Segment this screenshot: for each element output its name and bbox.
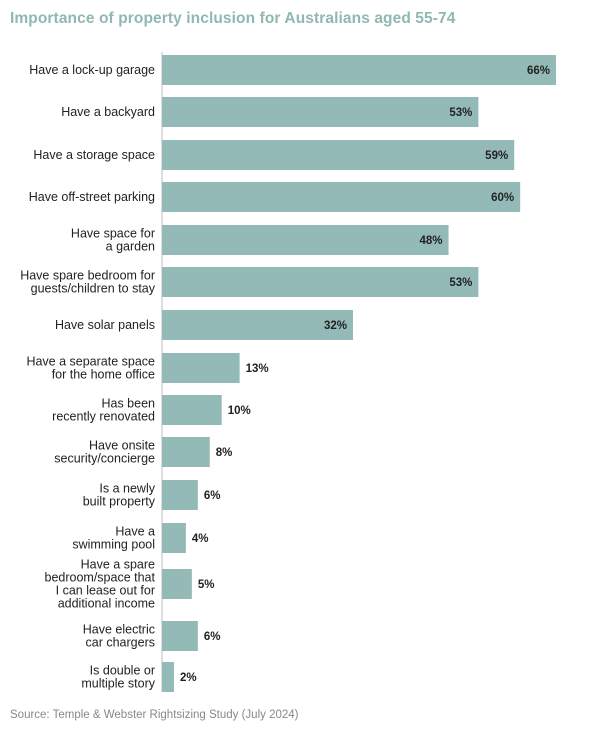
category-label-line: Has been [101,397,155,411]
value-label-6: 53% [449,277,472,289]
category-label-line: I can lease out for [56,584,155,598]
category-label-15: Is double or multiple story [81,664,155,691]
category-label-line: security/concierge [54,452,155,466]
category-label-line: Have off-street parking [29,190,155,204]
value-label-9: 10% [228,405,251,417]
bar-10 [162,437,210,467]
bar-14 [162,621,198,651]
bar-12 [162,523,186,553]
category-label-line: Have a backyard [61,105,155,119]
value-labels-group: 66% 53% 59% 60% 48% 53% 32% 13% 10% 8% 6% 4% 5% 6% 2% [180,65,550,684]
category-label-line: recently renovated [52,410,155,424]
bar-13 [162,569,192,599]
category-label-line: Is a newly [99,482,155,496]
category-label-line: Have solar panels [55,318,155,332]
bar-chart: Have a lock-up garage Have a backyard Have… [20,52,556,692]
category-label-line: Have spare bedroom for [20,269,155,283]
category-label-3: Have a storage space [33,148,155,162]
category-label-line: Have a [115,525,155,539]
category-label-14: Have electric car chargers [83,623,155,650]
category-label-8: Have a separate space for the home office [26,355,155,382]
category-label-line: guests/children to stay [31,282,156,296]
category-label-1: Have a lock-up garage [29,63,155,77]
category-label-line: car chargers [86,636,155,650]
bar-4 [162,182,521,212]
bar-3 [162,140,515,170]
category-label-line: Have a separate space [26,355,155,369]
value-label-11: 6% [204,490,221,502]
category-label-10: Have onsite security/concierge [54,439,155,466]
category-label-2: Have a backyard [61,105,155,119]
value-label-1: 66% [527,65,550,77]
category-label-line: multiple story [81,677,155,691]
value-label-8: 13% [246,363,269,375]
value-label-13: 5% [198,579,215,591]
category-label-line: Have electric [83,623,155,637]
bars-group [162,55,556,692]
bar-6 [162,267,479,297]
value-label-15: 2% [180,672,197,684]
value-label-10: 8% [216,447,233,459]
chart-title: Importance of property inclusion for Aus… [10,10,456,27]
bar-1 [162,55,556,85]
category-label-line: a garden [106,240,155,254]
category-label-line: Have a spare [81,558,155,572]
value-label-5: 48% [420,235,443,247]
bar-15 [162,662,174,692]
bar-11 [162,480,198,510]
value-label-4: 60% [491,192,514,204]
value-label-12: 4% [192,533,209,545]
category-label-line: additional income [58,597,155,611]
category-label-line: built property [83,495,156,509]
bar-8 [162,353,240,383]
bar-2 [162,97,479,127]
category-label-9: Has been recently renovated [52,397,155,424]
value-label-7: 32% [324,320,347,332]
bar-9 [162,395,222,425]
value-label-14: 6% [204,631,221,643]
category-label-12: Have a swimming pool [72,525,155,552]
category-label-4: Have off-street parking [29,190,155,204]
category-label-6: Have spare bedroom for guests/children to… [20,269,156,296]
category-label-line: Have a lock-up garage [29,63,155,77]
category-label-13: Have a spare bedroom/space that I can leas… [45,558,156,611]
category-label-line: Have onsite [89,439,155,453]
source-note: Source: Temple & Webster Rightsizing Stu… [10,709,299,721]
category-label-line: Is double or [90,664,155,678]
value-label-2: 53% [449,107,472,119]
category-label-line: Have space for [71,227,155,241]
bar-5 [162,225,449,255]
category-label-line: swimming pool [72,538,155,552]
category-label-line: bedroom/space that [45,571,156,585]
category-label-line: for the home office [52,368,155,382]
category-label-11: Is a newly built property [83,482,156,509]
category-label-7: Have solar panels [55,318,155,332]
value-label-3: 59% [485,150,508,162]
category-label-5: Have space for a garden [71,227,155,254]
category-labels-group: Have a lock-up garage Have a backyard Have… [20,63,156,691]
bar-7 [162,310,354,340]
category-label-line: Have a storage space [33,148,155,162]
